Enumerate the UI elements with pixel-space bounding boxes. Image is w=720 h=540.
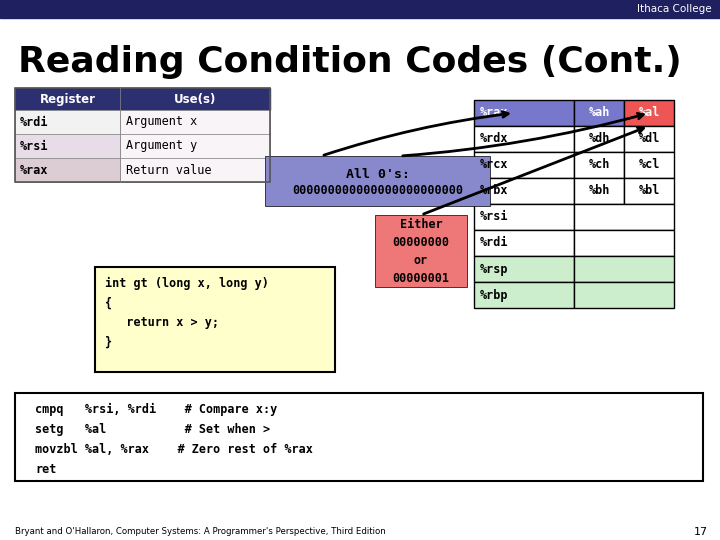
Bar — [120, 158, 270, 182]
Text: %al: %al — [639, 106, 660, 119]
Text: Use(s): Use(s) — [174, 92, 216, 105]
Text: Return value: Return value — [126, 164, 212, 177]
Bar — [574, 100, 624, 126]
Text: All 0's:: All 0's: — [346, 167, 410, 180]
Bar — [574, 230, 674, 256]
Text: %dl: %dl — [639, 132, 660, 145]
Text: %rsi: %rsi — [480, 211, 508, 224]
Text: %rdi: %rdi — [20, 116, 48, 129]
Text: %rdi: %rdi — [480, 237, 508, 249]
Bar — [120, 134, 270, 158]
Bar — [574, 178, 624, 204]
Text: 000000000000000000000000: 000000000000000000000000 — [292, 184, 463, 197]
Text: %rax: %rax — [480, 106, 508, 119]
Bar — [15, 158, 120, 182]
Text: Register: Register — [40, 92, 96, 105]
Bar — [120, 110, 270, 134]
Bar — [265, 156, 490, 206]
Bar — [624, 152, 674, 178]
Text: %ch: %ch — [588, 159, 610, 172]
Bar — [474, 152, 574, 178]
Bar — [15, 110, 120, 134]
Text: Argument x: Argument x — [126, 116, 197, 129]
Bar — [474, 204, 574, 230]
Bar — [474, 282, 574, 308]
Text: %bl: %bl — [639, 185, 660, 198]
Text: Bryant and O'Hallaron, Computer Systems: A Programmer's Perspective, Third Editi: Bryant and O'Hallaron, Computer Systems:… — [15, 528, 386, 537]
Bar — [474, 178, 574, 204]
Bar — [574, 152, 624, 178]
Bar — [574, 126, 624, 152]
Text: %rcx: %rcx — [480, 159, 508, 172]
Bar — [574, 204, 674, 230]
Text: %rdx: %rdx — [480, 132, 508, 145]
Text: %dh: %dh — [588, 132, 610, 145]
Bar — [15, 134, 120, 158]
Text: %rsi: %rsi — [20, 139, 48, 152]
Text: %cl: %cl — [639, 159, 660, 172]
Bar — [574, 256, 674, 282]
Bar — [95, 267, 335, 372]
Bar — [624, 100, 674, 126]
Text: %bh: %bh — [588, 185, 610, 198]
Bar — [474, 100, 574, 126]
Bar — [375, 215, 467, 287]
Text: %rbx: %rbx — [480, 185, 508, 198]
Bar — [574, 282, 674, 308]
Bar — [474, 230, 574, 256]
Text: %rsp: %rsp — [480, 262, 508, 275]
Bar — [624, 178, 674, 204]
Text: Ithaca College: Ithaca College — [637, 4, 712, 14]
Text: Argument y: Argument y — [126, 139, 197, 152]
Text: Either
00000000
or
00000001: Either 00000000 or 00000001 — [392, 218, 449, 285]
Text: int gt (long x, long y)
{
   return x > y;
}: int gt (long x, long y) { return x > y; … — [105, 277, 269, 349]
Bar — [474, 256, 574, 282]
Text: Reading Condition Codes (Cont.): Reading Condition Codes (Cont.) — [18, 45, 682, 79]
Bar — [624, 126, 674, 152]
Bar — [474, 126, 574, 152]
Bar — [15, 393, 703, 481]
Bar — [0, 0, 720, 18]
Text: cmpq   %rsi, %rdi    # Compare x:y
setg   %al           # Set when >
movzbl %al,: cmpq %rsi, %rdi # Compare x:y setg %al #… — [35, 403, 313, 476]
Bar — [15, 88, 270, 182]
Bar — [15, 88, 270, 110]
Text: %rbp: %rbp — [480, 288, 508, 301]
Text: %rax: %rax — [20, 164, 48, 177]
Text: 17: 17 — [694, 527, 708, 537]
Text: %ah: %ah — [588, 106, 610, 119]
